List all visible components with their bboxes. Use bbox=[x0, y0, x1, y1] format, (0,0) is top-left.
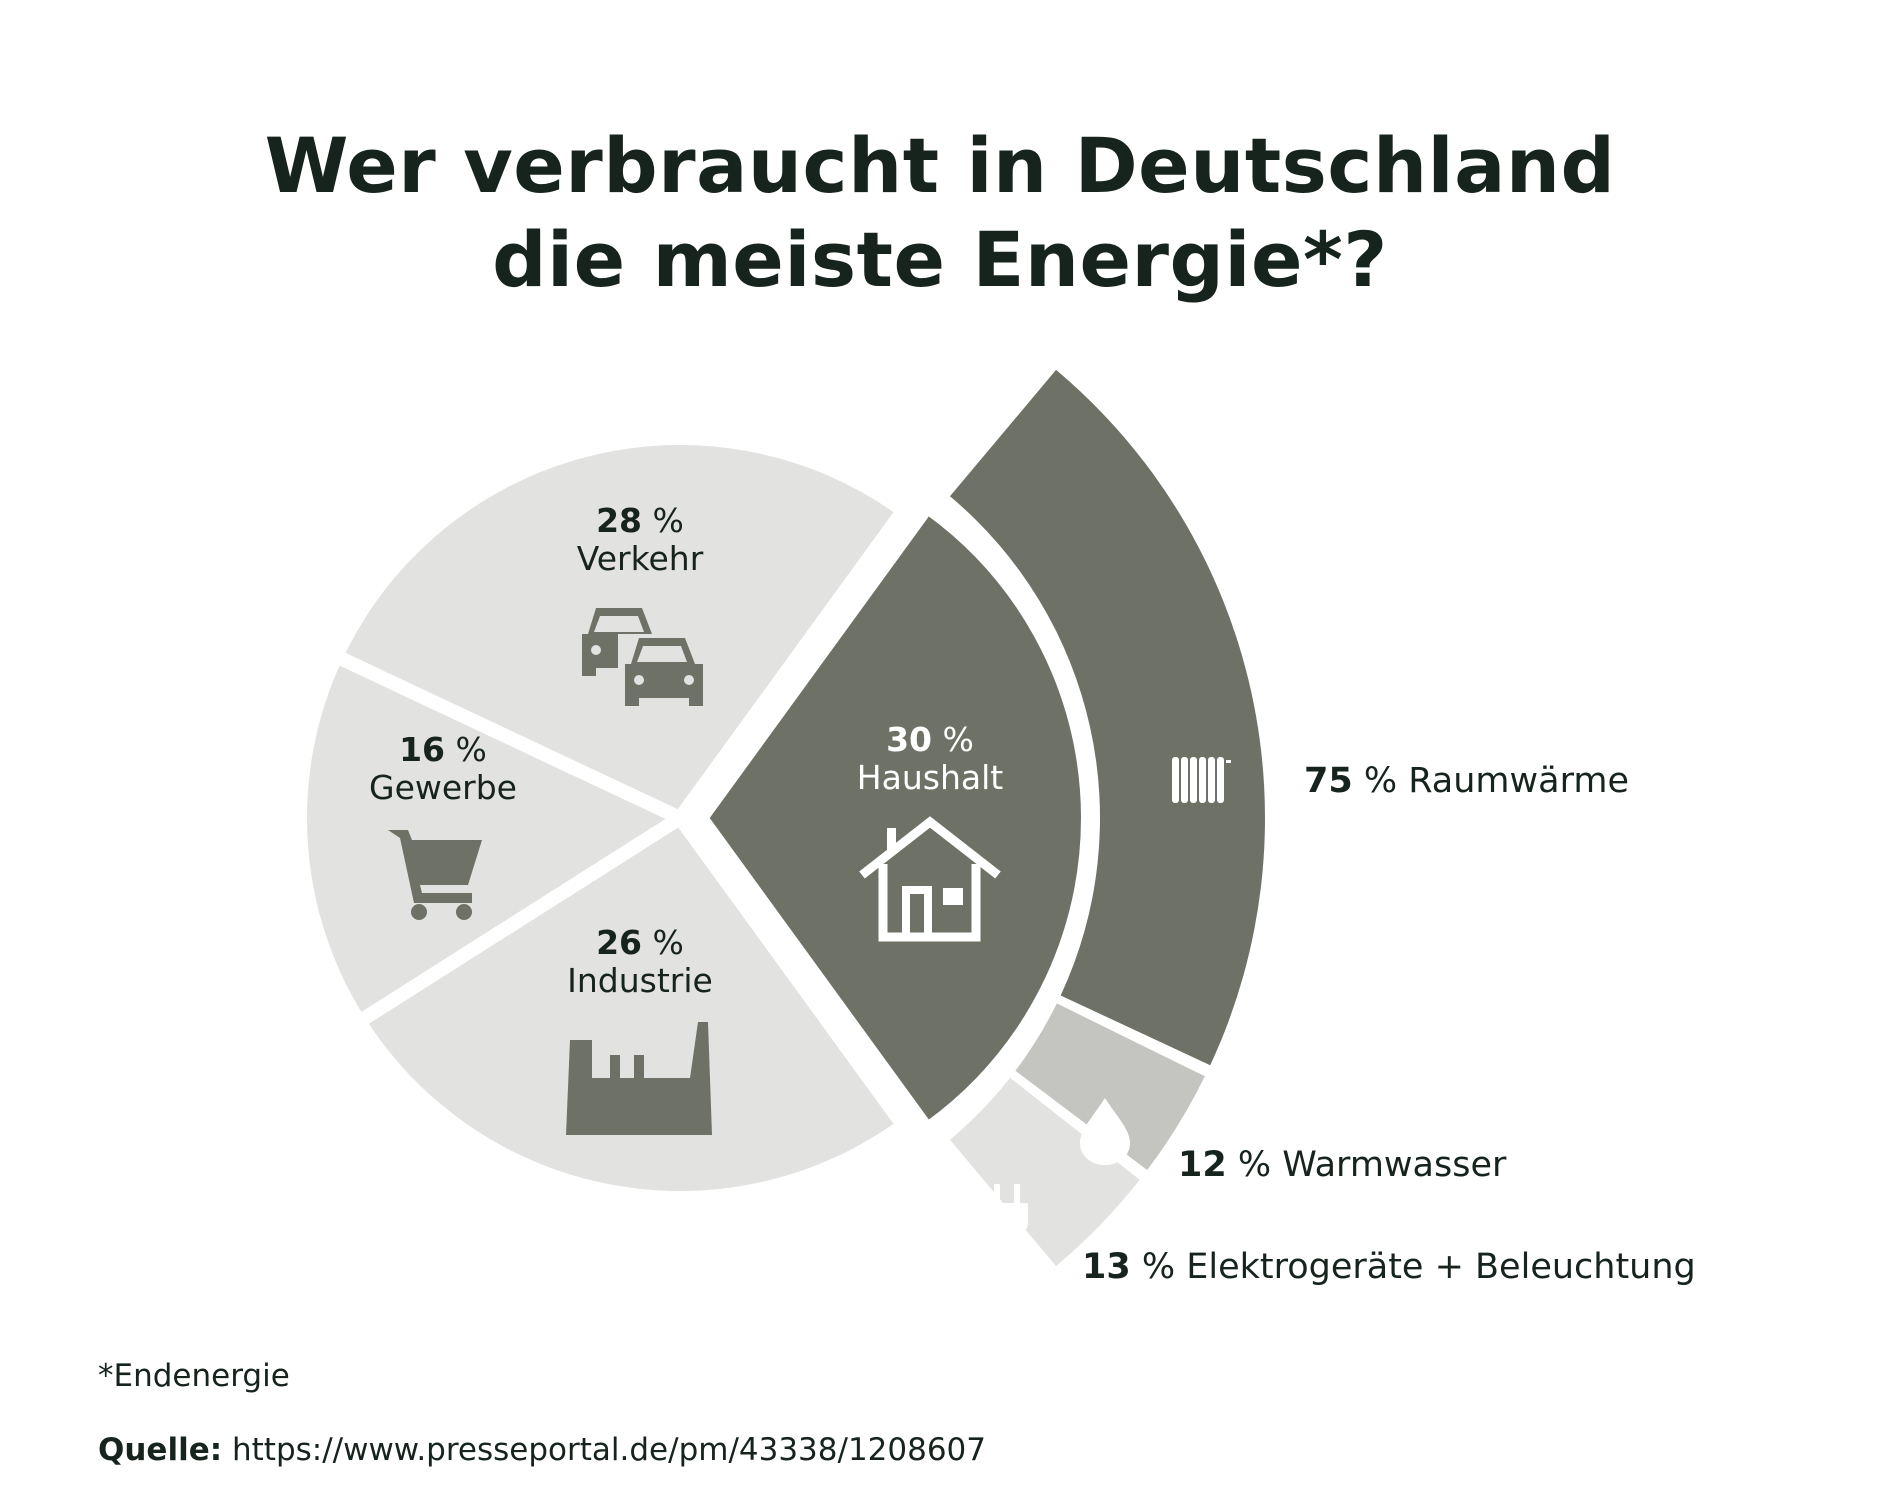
label-gewerbe-value: 16 % bbox=[399, 730, 487, 769]
radiator-icon bbox=[1172, 757, 1231, 803]
footnote: *Endenergie bbox=[98, 1358, 290, 1394]
house-icon bbox=[859, 816, 1001, 942]
slice-icons bbox=[388, 608, 1231, 1254]
chart-title-line-2: die meiste Energie*? bbox=[492, 215, 1388, 304]
ring-segment-elektrogeraete-beleuchtung bbox=[949, 1077, 1140, 1267]
cars-icon bbox=[582, 608, 710, 712]
slice-haushalt bbox=[702, 507, 1088, 1129]
slice-gewerbe bbox=[293, 649, 687, 1029]
label-haushalt-value: 30 % bbox=[886, 720, 974, 759]
haushalt-breakdown-ring bbox=[949, 369, 1265, 1267]
plug-icon bbox=[986, 1184, 1028, 1254]
ring-label-raumwaerme: 75 % Raumwärme bbox=[1304, 761, 1629, 801]
factory-icon bbox=[566, 1022, 712, 1135]
ring-label-warmwasser: 12 % Warmwasser bbox=[1178, 1145, 1507, 1185]
label-gewerbe-name: Gewerbe bbox=[369, 768, 517, 807]
source-url: https://www.presseportal.de/pm/43338/120… bbox=[231, 1432, 987, 1468]
label-industrie-value: 26 % bbox=[596, 923, 684, 962]
ring-label-elektrogeraete-beleuchtung: 13 % Elektrogeräte + Beleuchtung bbox=[1082, 1247, 1696, 1287]
label-industrie-name: Industrie bbox=[567, 961, 713, 1000]
chart-title-line-1: Wer verbraucht in Deutschland bbox=[264, 121, 1616, 210]
source-line: Quelle: https://www.presseportal.de/pm/4… bbox=[98, 1432, 986, 1468]
label-verkehr-name: Verkehr bbox=[577, 539, 704, 578]
label-haushalt-name: Haushalt bbox=[857, 758, 1003, 797]
slice-industrie bbox=[352, 811, 911, 1205]
slice-labels: 30 %Haushalt 28 %Verkehr 16 %Gewerbe 26 %In… bbox=[369, 501, 1696, 1287]
source-label: Quelle: bbox=[98, 1432, 223, 1468]
ring-segment-warmwasser bbox=[1015, 1003, 1205, 1171]
label-verkehr-value: 28 % bbox=[596, 501, 684, 540]
shopping-cart-icon bbox=[388, 830, 482, 920]
water-drop-icon bbox=[1080, 1098, 1130, 1165]
ring-segment-raumwaerme bbox=[949, 369, 1265, 1066]
